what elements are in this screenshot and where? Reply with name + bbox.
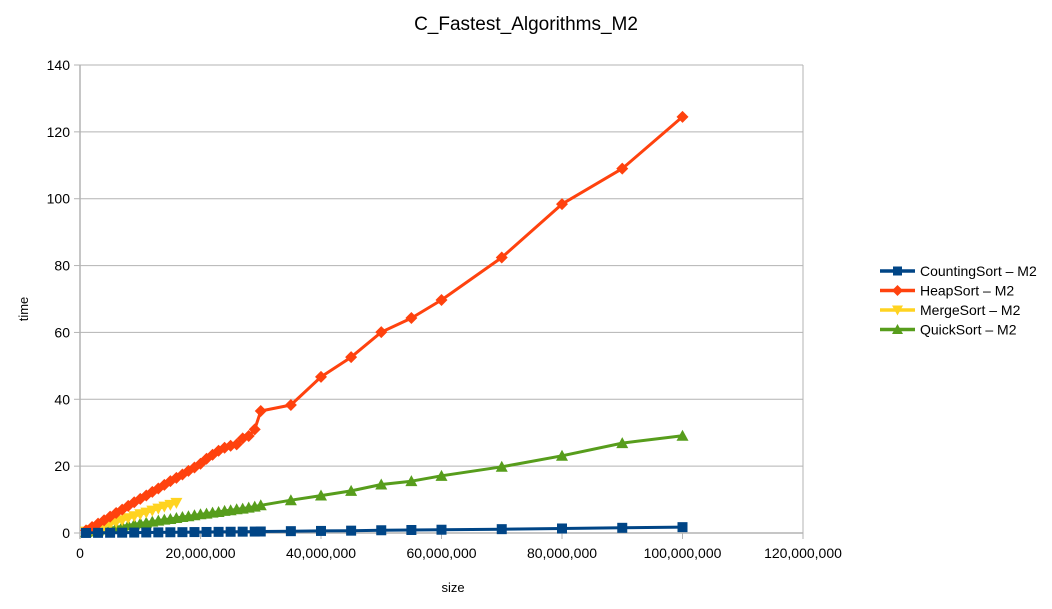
legend-item: CountingSort – M2 (880, 263, 1037, 279)
series-countingsort (81, 522, 688, 538)
y-tick-label: 140 (47, 57, 71, 73)
x-axis-title: size (441, 580, 464, 595)
y-tick-label: 120 (47, 124, 71, 140)
y-tick-label: 0 (62, 525, 70, 541)
y-tick-label: 100 (47, 191, 71, 207)
chart-title: C_Fastest_Algorithms_M2 (414, 14, 638, 35)
y-tick-label: 20 (54, 458, 70, 474)
legend-label: CountingSort – M2 (920, 263, 1037, 279)
x-tick-label: 120,000,000 (764, 545, 842, 561)
x-tick-label: 60,000,000 (406, 545, 476, 561)
legend-item: HeapSort – M2 (880, 283, 1014, 299)
y-axis-title: time (16, 297, 31, 322)
x-tick-label: 0 (76, 545, 84, 561)
legend-label: HeapSort – M2 (920, 283, 1014, 299)
legend-item: MergeSort – M2 (880, 302, 1021, 318)
x-tick-label: 100,000,000 (644, 545, 722, 561)
legend-label: QuickSort – M2 (920, 322, 1017, 338)
y-tick-label: 60 (54, 324, 70, 340)
axes: 0 20 40 60 80 100 120 140 0 20,000,000 40,000,000 6… (47, 57, 842, 561)
series-heapsort (80, 110, 689, 537)
x-tick-label: 40,000,000 (286, 545, 356, 561)
legend: CountingSort – M2 HeapSort – M2 MergeSort … (880, 263, 1037, 338)
x-tick-label: 80,000,000 (527, 545, 597, 561)
x-tick-label: 20,000,000 (165, 545, 235, 561)
series-layer (80, 110, 689, 538)
legend-item: QuickSort – M2 (880, 322, 1017, 338)
legend-label: MergeSort – M2 (920, 302, 1021, 318)
series-quicksort (80, 429, 689, 538)
y-tick-label: 40 (54, 391, 70, 407)
y-tick-label: 80 (54, 258, 70, 274)
